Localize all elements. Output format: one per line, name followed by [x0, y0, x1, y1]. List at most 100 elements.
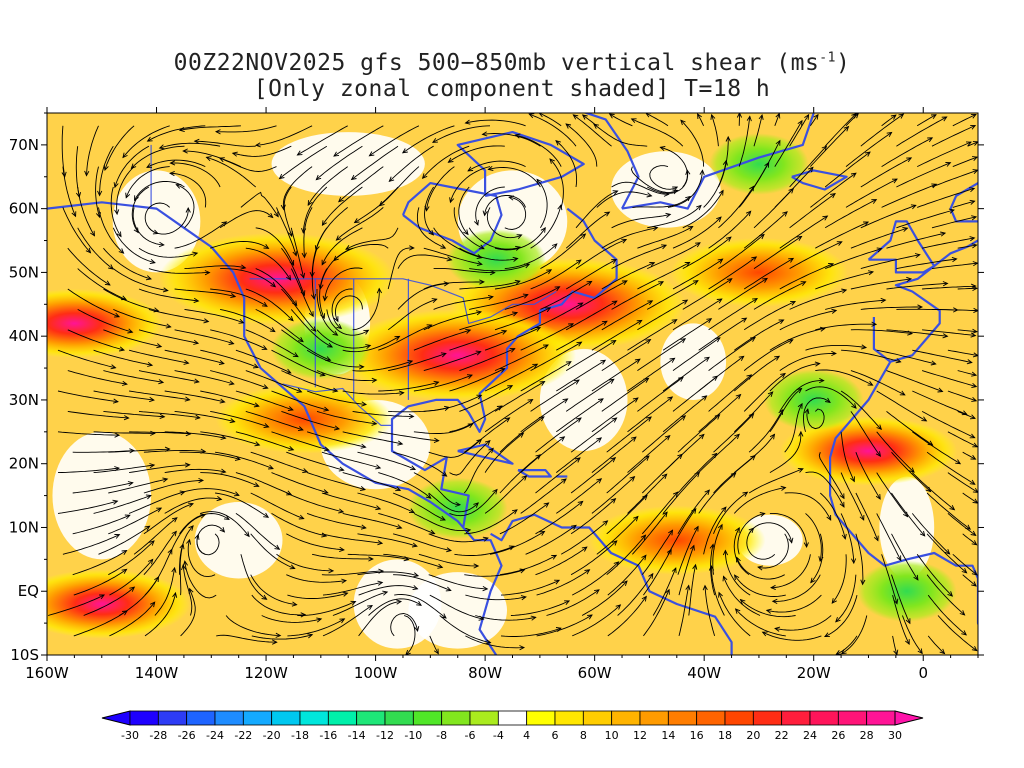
streamline-arrowhead — [234, 455, 241, 461]
streamline — [769, 363, 820, 392]
streamline-arrowhead — [310, 293, 317, 300]
streamline-arrowhead — [739, 598, 746, 605]
streamline — [73, 610, 128, 637]
streamline — [891, 574, 911, 624]
colorbar-swatch — [412, 710, 443, 726]
streamline — [708, 298, 758, 331]
streamline — [316, 370, 377, 381]
streamline-arrowhead — [831, 598, 837, 604]
streamline — [855, 533, 864, 585]
streamline — [187, 539, 216, 578]
streamline — [892, 635, 898, 655]
streamline-arrowhead — [543, 502, 550, 508]
streamline — [876, 349, 936, 365]
streamline — [886, 282, 948, 290]
streamline — [718, 234, 765, 269]
streamline-arrowhead — [666, 548, 672, 555]
streamline-arrowhead — [377, 580, 384, 586]
streamline-arrowhead — [598, 398, 604, 404]
streamline-arrowhead — [971, 570, 978, 576]
colorbar-swatch — [781, 710, 811, 726]
streamline — [469, 294, 528, 310]
streamline — [245, 329, 299, 357]
streamline-arrowhead — [730, 472, 737, 478]
colorbar-swatch — [157, 710, 188, 726]
streamline — [164, 468, 226, 474]
streamline-arrowhead — [969, 433, 976, 439]
streamline-arrowhead — [261, 301, 268, 307]
streamline-arrowhead — [165, 323, 172, 329]
streamline-arrowhead — [788, 257, 795, 263]
streamline-arrowhead — [286, 490, 293, 496]
streamline-arrowhead — [441, 471, 448, 477]
streamline — [682, 190, 724, 229]
streamline — [322, 186, 363, 226]
streamline — [748, 522, 793, 543]
streamline-arrowhead — [905, 639, 910, 646]
streamline — [876, 390, 927, 422]
streamline — [428, 492, 479, 513]
streamline — [428, 574, 488, 590]
streamline-arrowhead — [482, 586, 489, 592]
streamline — [459, 280, 520, 290]
streamline-arrowhead — [758, 113, 764, 120]
colorbar-level-label: 30 — [888, 729, 902, 742]
streamline-arrowhead — [153, 307, 160, 313]
streamline — [912, 390, 967, 415]
streamline — [387, 298, 437, 331]
streamline-arrowhead — [394, 335, 401, 341]
streamline — [132, 207, 164, 246]
streamline-arrowhead — [748, 527, 755, 534]
streamline — [926, 533, 967, 574]
streamline — [916, 554, 953, 597]
streamline-arrowhead — [323, 406, 330, 412]
streamline — [57, 390, 118, 403]
streamline — [261, 615, 322, 623]
streamline — [647, 242, 701, 270]
streamline — [805, 513, 822, 562]
streamline-arrowhead — [970, 332, 977, 338]
streamline-arrowhead — [860, 579, 866, 586]
streamline-arrowhead — [162, 287, 169, 293]
streamline — [896, 209, 955, 229]
streamline — [286, 492, 344, 513]
streamline-arrowhead — [971, 382, 978, 388]
streamline-arrowhead — [179, 543, 185, 550]
streamline — [556, 437, 602, 473]
y-tick-label: 40N — [9, 327, 39, 345]
streamline — [393, 574, 451, 591]
streamline — [957, 370, 977, 376]
colorbar-under-arrow — [101, 710, 131, 726]
streamline-arrowhead — [969, 479, 976, 485]
streamline-arrowhead — [890, 114, 897, 120]
streamline — [128, 491, 185, 514]
streamline — [433, 227, 482, 259]
streamline — [677, 414, 720, 453]
streamline — [896, 258, 957, 270]
streamline-arrowhead — [551, 554, 558, 560]
streamline — [57, 500, 118, 514]
streamline-arrowhead — [519, 568, 526, 574]
streamline-arrowhead — [263, 512, 270, 518]
streamline-arrowhead — [508, 545, 515, 551]
streamline-arrowhead — [288, 315, 294, 322]
streamline — [565, 340, 616, 371]
streamline — [321, 227, 363, 265]
streamline-arrowhead — [871, 321, 878, 327]
streamline-arrowhead — [254, 441, 261, 447]
streamline — [753, 236, 802, 269]
streamline-arrowhead — [125, 192, 131, 199]
streamline — [931, 262, 978, 270]
streamline — [570, 540, 618, 576]
streamline-arrowhead — [668, 529, 674, 536]
streamline — [235, 431, 294, 451]
streamline — [697, 113, 705, 126]
colorbar-level-label: -30 — [121, 729, 139, 742]
streamline-arrowhead — [973, 307, 978, 314]
streamline — [271, 431, 329, 451]
streamline — [281, 329, 331, 361]
low-shear-region — [194, 501, 283, 579]
streamline-arrowhead — [632, 397, 639, 403]
streamline — [917, 141, 972, 168]
map-title-line-1: 00Z22NOV2025 gfs 500−850mb vertical shea… — [0, 50, 1024, 76]
